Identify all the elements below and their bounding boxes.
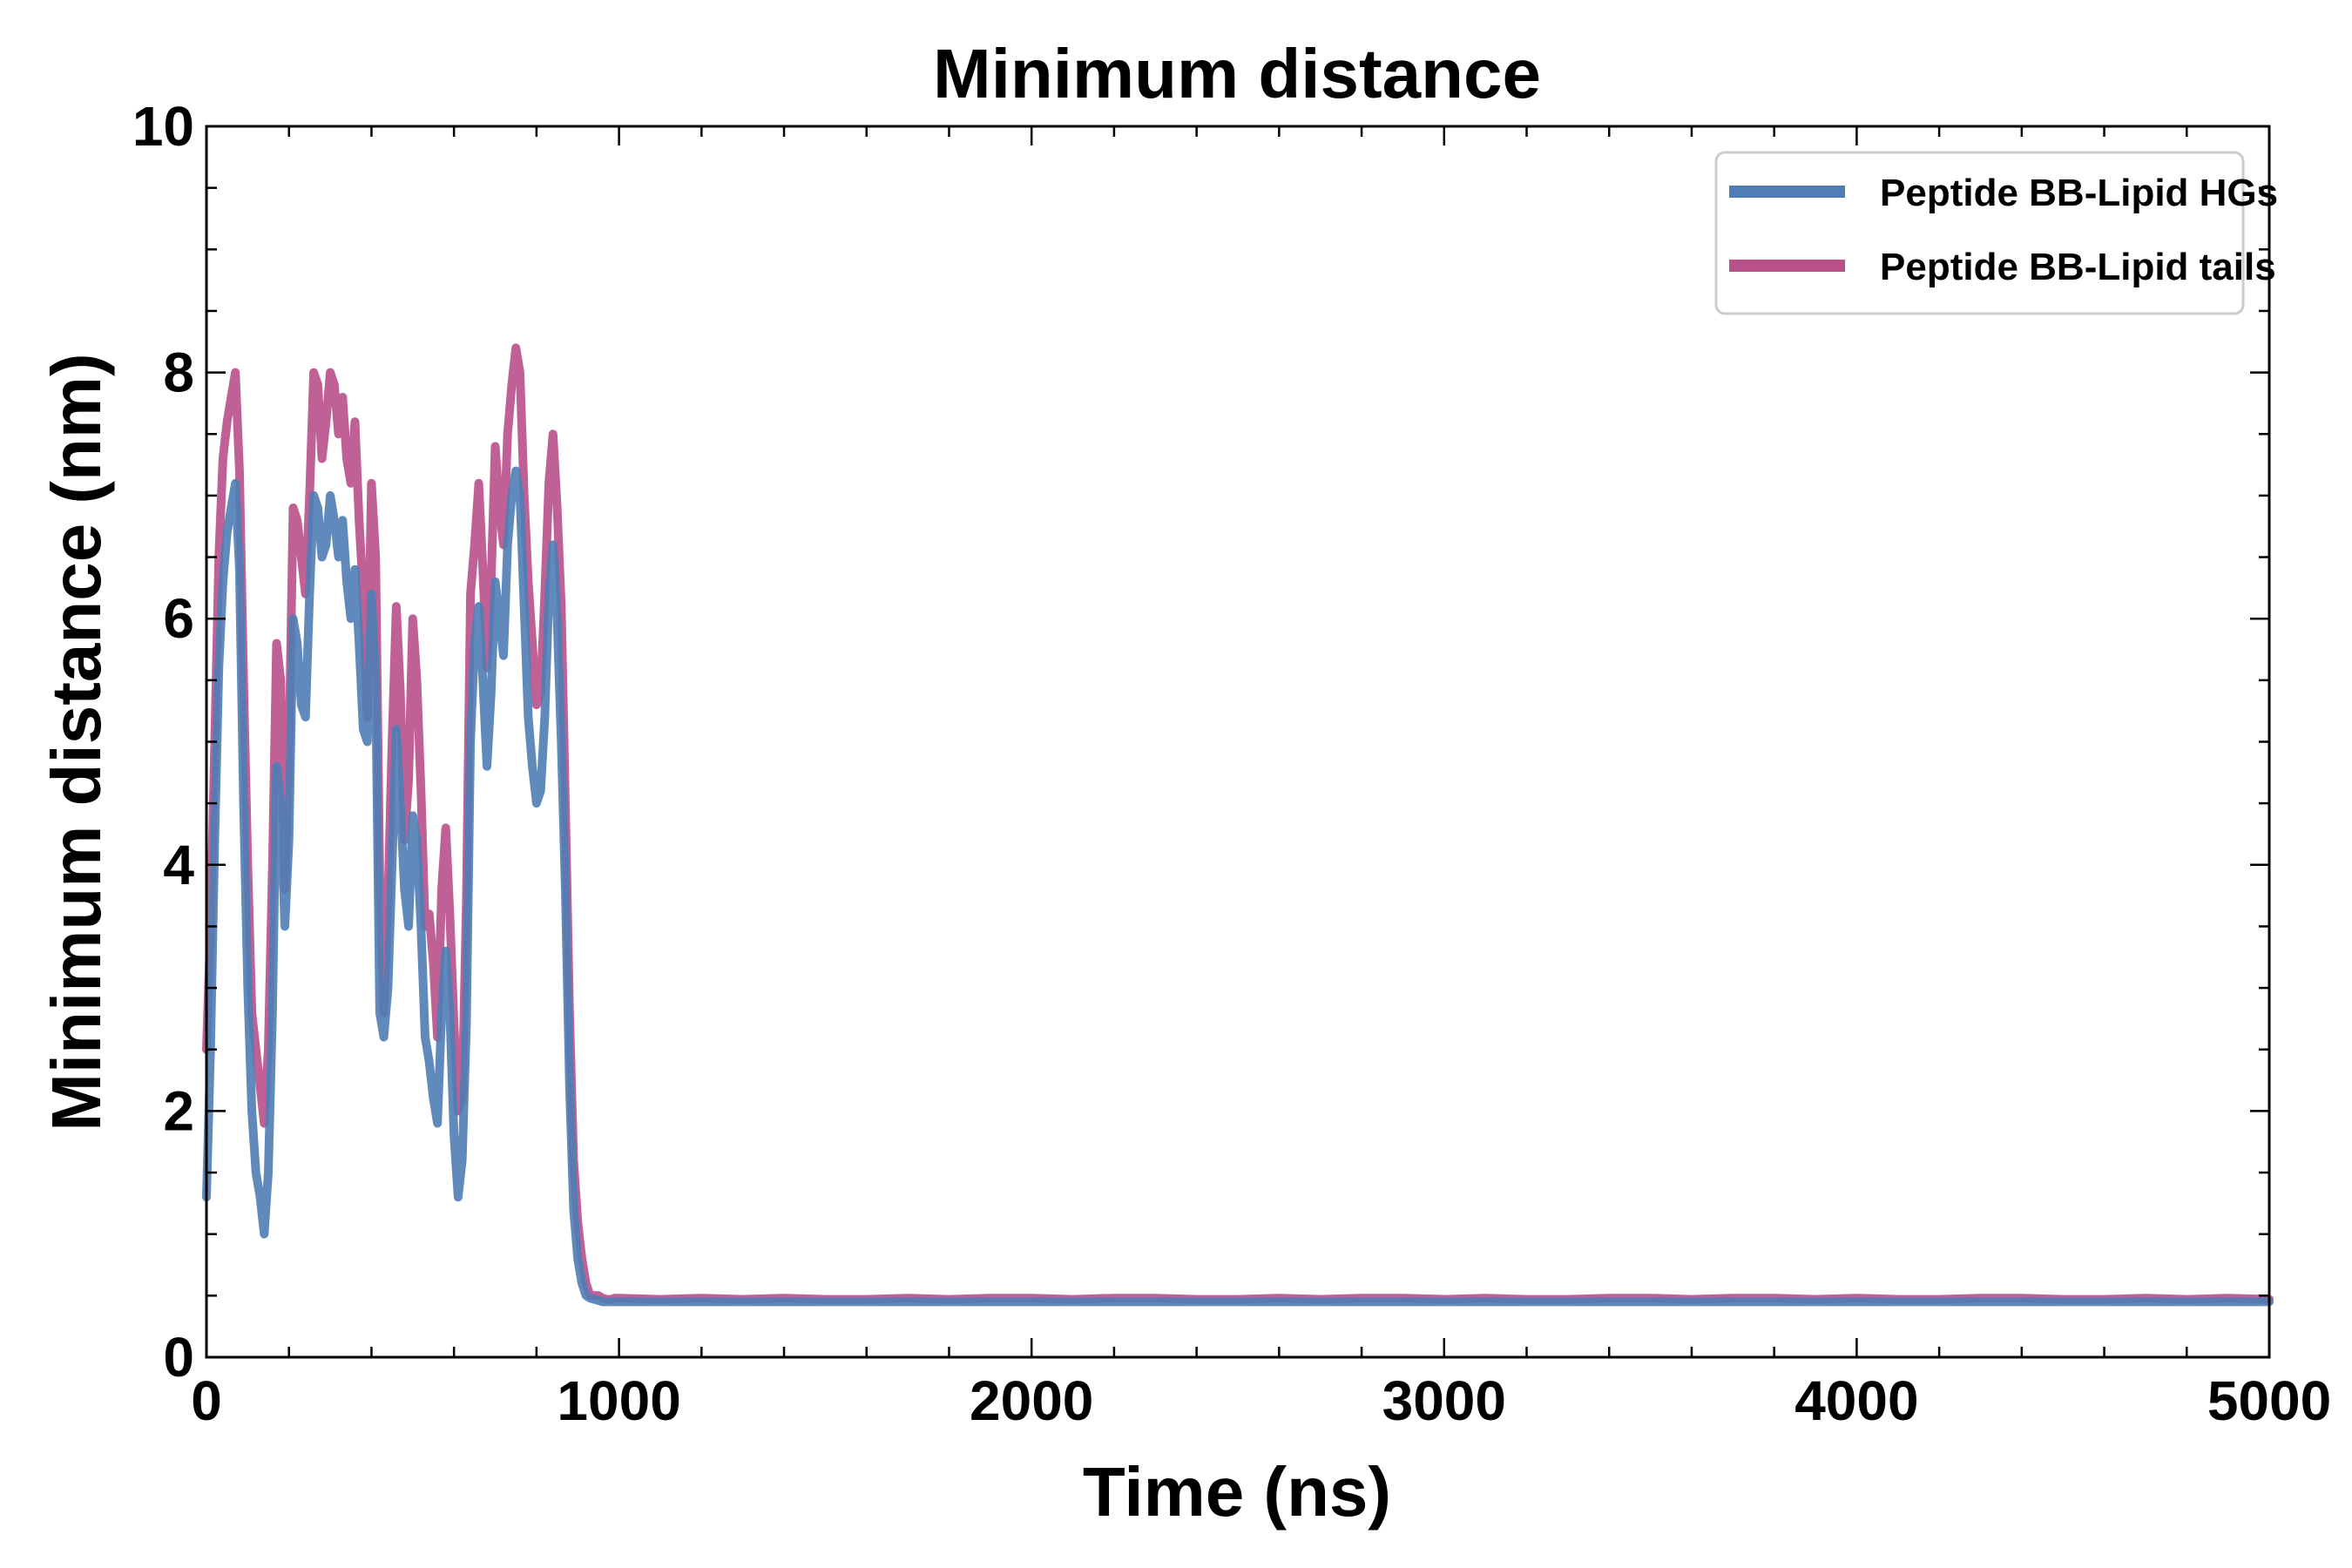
legend: Peptide BB-Lipid HGs Peptide BB-Lipid ta… bbox=[1714, 151, 2278, 315]
chart-title: Minimum distance bbox=[933, 35, 1541, 112]
x-tick-label: 1000 bbox=[557, 1369, 680, 1432]
y-tick-label: 0 bbox=[163, 1326, 194, 1389]
y-tick-label: 2 bbox=[163, 1079, 194, 1142]
y-tick-label: 10 bbox=[132, 95, 194, 158]
x-tick-label: 0 bbox=[191, 1369, 222, 1432]
y-tick-label: 4 bbox=[163, 834, 194, 896]
ticks-layer bbox=[205, 125, 2271, 1359]
legend-box bbox=[1714, 151, 2245, 315]
y-tick-label: 8 bbox=[163, 341, 194, 404]
x-axis-label: Time (ns) bbox=[1083, 1453, 1391, 1531]
x-tick-label: 5000 bbox=[2207, 1369, 2331, 1432]
x-tick-label: 2000 bbox=[970, 1369, 1093, 1432]
x-tick-label: 3000 bbox=[1382, 1369, 1506, 1432]
y-tick-label: 6 bbox=[163, 587, 194, 650]
series-layer bbox=[202, 343, 2274, 1307]
x-tick-label: 4000 bbox=[1794, 1369, 1918, 1432]
legend-label-hgs: Peptide BB-Lipid HGs bbox=[1880, 172, 2278, 214]
series-line-1 bbox=[202, 466, 2274, 1307]
legend-label-tails: Peptide BB-Lipid tails bbox=[1880, 246, 2276, 288]
tick-labels-layer: 0 1000 2000 3000 4000 5000 0 2 4 6 8 10 bbox=[132, 95, 2331, 1432]
y-axis-label: Minimum distance (nm) bbox=[37, 353, 115, 1131]
